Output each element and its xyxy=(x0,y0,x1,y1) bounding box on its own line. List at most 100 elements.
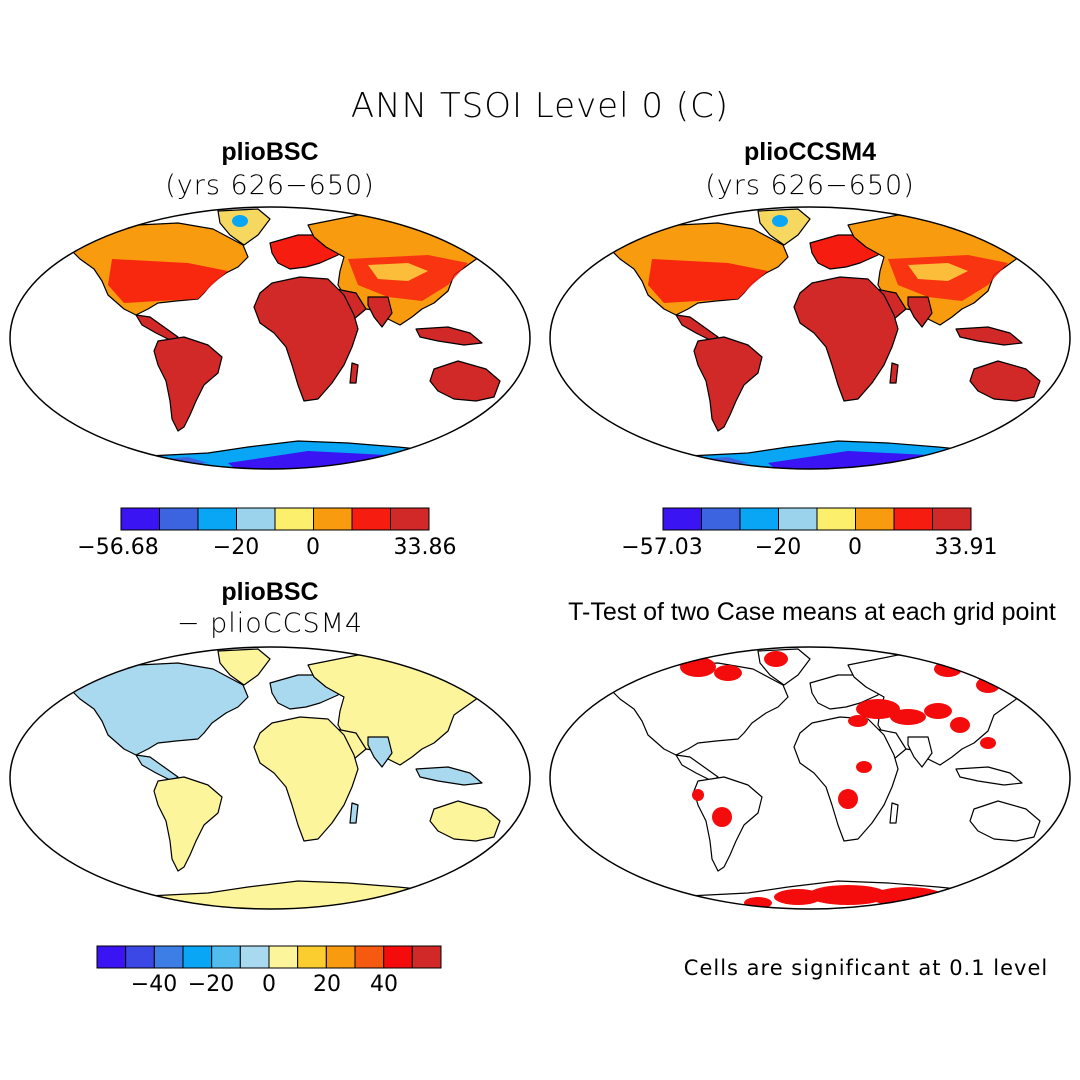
map-difference xyxy=(9,646,531,910)
colorbar-swatch xyxy=(816,507,856,531)
colorbar-plioCCSM4 xyxy=(662,507,972,531)
significance-cluster xyxy=(848,715,868,727)
colorbar-swatch xyxy=(778,507,818,531)
panel-ttest-title: T-Test of two Case means at each grid po… xyxy=(568,598,1056,626)
landmass-madagascar xyxy=(889,362,899,384)
map-frame xyxy=(9,206,531,470)
colorbar-swatch xyxy=(701,507,741,531)
map-frame xyxy=(549,206,1071,470)
colorbar-swatch xyxy=(739,507,779,531)
colorbar-swatch xyxy=(390,507,430,531)
colorbar-swatch xyxy=(411,945,442,969)
colorbar-plioBSC-label-min: −56.68 xyxy=(77,535,159,560)
colorbar-plioCCSM4-label-max: 33.91 xyxy=(934,535,998,560)
colorbar-difference xyxy=(96,945,442,969)
colorbar-difference-label-zero: 0 xyxy=(262,972,276,997)
landmass-australia xyxy=(429,800,501,842)
map-frame xyxy=(9,646,531,910)
landmass-greenland xyxy=(757,208,811,246)
colorbar-plioBSC-label-zero: 0 xyxy=(306,535,320,560)
colorbar-swatch xyxy=(197,507,237,531)
colorbar-swatch xyxy=(383,945,413,969)
colorbar-swatch xyxy=(662,507,702,531)
colorbar-plioCCSM4-label-neg20: −20 xyxy=(754,535,802,560)
landmass-africa xyxy=(793,716,899,842)
colorbar-swatch xyxy=(268,945,299,969)
landmass-madagascar xyxy=(349,362,359,384)
significance-cluster xyxy=(808,885,888,905)
landmass-africa xyxy=(793,276,899,402)
colorbar-swatch xyxy=(855,507,895,531)
colorbar-swatch xyxy=(297,945,327,969)
significance-cluster xyxy=(980,737,996,749)
significance-cluster xyxy=(856,699,900,719)
significance-cluster xyxy=(950,717,970,733)
significance-cluster xyxy=(924,703,952,719)
map-plioCCSM4 xyxy=(549,206,1071,470)
main-title: ANN TSOI Level 0 (C) xyxy=(350,86,730,126)
map-frame xyxy=(549,646,1071,910)
colorbar-swatch xyxy=(932,507,972,531)
landmass-seAsiaIslands xyxy=(955,766,1023,786)
colorbar-swatch xyxy=(120,507,160,531)
colorbar-plioCCSM4-label-zero: 0 xyxy=(848,535,862,560)
landmass-australia xyxy=(969,360,1041,402)
colorbar-swatch xyxy=(159,507,199,531)
significance-cluster xyxy=(856,761,872,773)
significance-cluster xyxy=(998,901,1018,909)
colorbar-swatch xyxy=(239,945,270,969)
colorbar-swatch xyxy=(274,507,314,531)
colorbar-swatch xyxy=(313,507,353,531)
colorbar-swatch xyxy=(354,945,385,969)
landmass-seAsiaIslands xyxy=(955,326,1023,346)
ttest-footnote: Cells are significant at 0.1 level xyxy=(683,956,1049,980)
landmass-southAmerica xyxy=(693,336,763,432)
landmass-northAmerica xyxy=(65,662,249,756)
colorbar-difference-label-neg40: −40 xyxy=(130,972,178,997)
significance-cluster xyxy=(692,789,704,801)
significance-cluster xyxy=(944,893,992,909)
landmass-greenland xyxy=(217,648,271,686)
significance-cluster xyxy=(890,709,926,725)
panel-diff-title: plioBSC xyxy=(221,578,319,606)
colorbar-swatch xyxy=(325,945,356,969)
landmass-madagascar xyxy=(349,802,359,824)
colorbar-swatch xyxy=(236,507,276,531)
colorbar-plioBSC xyxy=(120,507,430,531)
significance-cluster xyxy=(838,789,858,809)
landmass-africa xyxy=(253,716,359,842)
colorbar-swatch xyxy=(893,507,933,531)
landmass-greenland xyxy=(217,208,271,246)
colorbar-difference-label-20: 20 xyxy=(313,972,341,997)
landmass-australia xyxy=(429,360,501,402)
panel-diff-subtitle: − plioCCSM4 xyxy=(176,608,364,639)
panel-plioBSC-years: (yrs 626−650) xyxy=(165,170,375,201)
colorbar-plioCCSM4-label-min: −57.03 xyxy=(621,535,703,560)
landmass-southAmerica xyxy=(153,776,223,872)
landmass-africa xyxy=(253,276,359,402)
landmass-australia xyxy=(969,800,1041,842)
colorbar-swatch xyxy=(153,945,184,969)
landmass-india xyxy=(367,736,393,768)
landmass-northAmerica xyxy=(605,662,789,756)
landmass-madagascar xyxy=(889,802,899,824)
colorbar-plioBSC-label-neg20: −20 xyxy=(212,535,260,560)
colorbar-swatch xyxy=(125,945,155,969)
colorbar-swatch xyxy=(182,945,213,969)
panel-plioBSC-title: plioBSC xyxy=(221,138,319,166)
landmass-seAsiaIslands xyxy=(415,766,483,786)
landmass-seAsiaIslands xyxy=(415,326,483,346)
significance-cluster xyxy=(714,665,742,681)
colorbar-difference-label-neg20: −20 xyxy=(187,972,235,997)
map-ttest xyxy=(549,646,1071,910)
landmass-india xyxy=(907,736,933,768)
colorbar-swatch xyxy=(96,945,127,969)
landmass-southAmerica xyxy=(153,336,223,432)
colorbar-swatch xyxy=(211,945,241,969)
panel-plioCCSM4-title: plioCCSM4 xyxy=(744,138,876,166)
significance-cluster xyxy=(712,807,732,827)
colorbar-difference-label-40: 40 xyxy=(370,972,398,997)
panel-plioCCSM4-years: (yrs 626−650) xyxy=(705,170,915,201)
colorbar-plioBSC-label-max: 33.86 xyxy=(393,535,457,560)
significance-cluster xyxy=(764,651,788,667)
